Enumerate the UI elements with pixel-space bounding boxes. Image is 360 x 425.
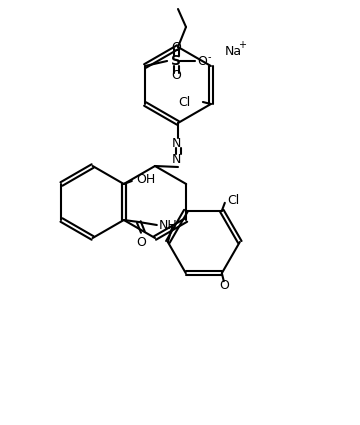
Text: O: O [171, 68, 181, 82]
Text: Cl: Cl [179, 96, 191, 108]
Text: Na: Na [225, 45, 242, 57]
Text: S: S [171, 54, 181, 68]
Text: NH: NH [159, 218, 177, 232]
Text: O: O [136, 236, 146, 249]
Text: N: N [171, 136, 181, 150]
Text: -: - [207, 52, 211, 62]
Text: OH: OH [136, 173, 155, 185]
Text: O: O [219, 279, 229, 292]
Text: N: N [171, 153, 181, 165]
Text: +: + [238, 40, 246, 50]
Text: O: O [171, 40, 181, 54]
Text: O: O [197, 54, 207, 68]
Text: Cl: Cl [227, 194, 239, 207]
